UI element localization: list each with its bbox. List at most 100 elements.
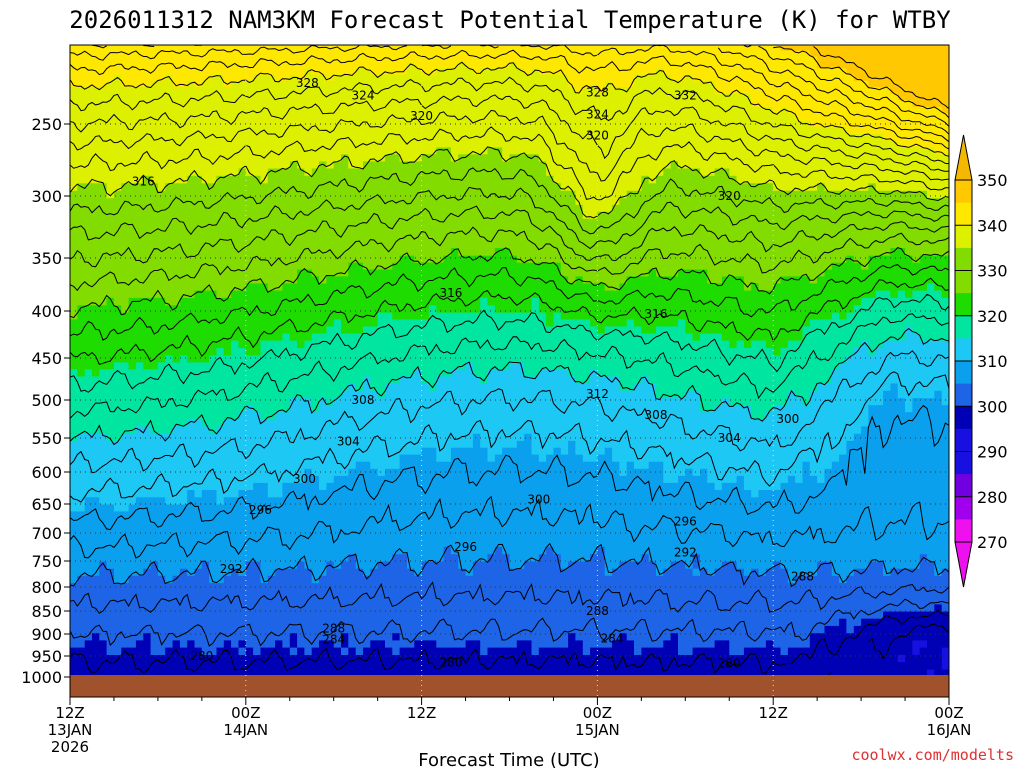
heatmap-cell <box>165 419 174 427</box>
heatmap-cell <box>414 100 423 108</box>
heatmap-cell <box>114 106 122 115</box>
heatmap-cell <box>304 532 313 541</box>
heatmap-cell <box>143 390 152 399</box>
heatmap-cell <box>282 640 291 649</box>
heatmap-cell <box>92 347 100 356</box>
heatmap-cell <box>150 276 159 284</box>
heatmap-cell <box>465 283 474 292</box>
heatmap-cell <box>179 225 188 234</box>
heatmap-cell <box>223 183 232 192</box>
heatmap-cell <box>223 398 232 406</box>
heatmap-cell <box>472 190 481 199</box>
heatmap-cell <box>99 597 108 605</box>
heatmap-cell <box>77 347 86 356</box>
heatmap-cell <box>84 525 93 534</box>
heatmap-cell <box>77 398 86 406</box>
heatmap-cell <box>135 419 144 427</box>
heatmap-cell <box>297 211 305 220</box>
heatmap-cell <box>157 248 166 257</box>
heatmap-cell <box>326 312 335 320</box>
heatmap-cell <box>216 546 225 555</box>
heatmap-cell <box>370 468 379 477</box>
heatmap-cell <box>231 198 239 206</box>
heatmap-cell <box>326 640 335 649</box>
heatmap-cell <box>348 647 357 656</box>
heatmap-cell <box>450 468 459 477</box>
heatmap-cell <box>370 62 379 69</box>
heatmap-cell <box>355 525 364 534</box>
heatmap-cell <box>363 390 371 399</box>
heatmap-cell <box>179 376 188 385</box>
heatmap-cell <box>311 204 320 213</box>
heatmap-cell <box>165 190 174 199</box>
heatmap-cell <box>333 383 342 392</box>
heatmap-cell <box>414 611 423 620</box>
heatmap-cell <box>428 390 437 399</box>
heatmap-cell <box>348 497 357 506</box>
heatmap-cell <box>121 225 130 234</box>
heatmap-cell <box>282 68 291 76</box>
heatmap-cell <box>407 461 415 470</box>
heatmap-cell <box>333 575 342 584</box>
heatmap-cell <box>231 276 239 284</box>
heatmap-cell <box>326 100 335 108</box>
heatmap-cell <box>377 211 386 220</box>
heatmap-cell <box>399 482 408 491</box>
heatmap-cell <box>407 68 415 76</box>
heatmap-cell <box>238 390 247 399</box>
heatmap-cell <box>128 93 137 101</box>
heatmap-cell <box>414 106 423 115</box>
heatmap-cell <box>179 546 188 555</box>
heatmap-cell <box>143 198 152 206</box>
heatmap-cell <box>392 283 401 292</box>
heatmap-cell <box>128 532 137 541</box>
heatmap-cell <box>319 68 327 76</box>
heatmap-cell <box>450 362 459 370</box>
heatmap-cell <box>194 225 203 234</box>
heatmap-cell <box>428 597 437 605</box>
heatmap-cell <box>355 283 364 292</box>
heatmap-cell <box>201 175 210 184</box>
heatmap-cell <box>414 80 423 88</box>
heatmap-cell <box>70 204 78 213</box>
heatmap-cell <box>150 618 159 627</box>
heatmap-cell <box>450 554 459 563</box>
heatmap-cell <box>84 583 93 591</box>
heatmap-cell <box>187 283 196 292</box>
heatmap-cell <box>245 655 254 663</box>
heatmap-cell <box>128 140 137 148</box>
heatmap-cell <box>377 604 386 613</box>
heatmap-cell <box>370 633 379 641</box>
heatmap-cell <box>326 233 335 242</box>
heatmap-cell <box>77 383 86 392</box>
heatmap-cell <box>201 204 210 213</box>
heatmap-cell <box>436 633 445 641</box>
heatmap-cell <box>275 147 283 155</box>
heatmap-cell <box>238 376 247 385</box>
heatmap-cell <box>99 454 108 463</box>
heatmap-cell <box>121 133 130 142</box>
heatmap-cell <box>150 127 159 135</box>
heatmap-cell <box>289 383 298 392</box>
heatmap-cell <box>385 56 393 63</box>
heatmap-cell <box>407 168 415 177</box>
heatmap-cell <box>92 461 100 470</box>
heatmap-cell <box>392 426 401 435</box>
heatmap-cell <box>385 568 393 577</box>
heatmap-cell <box>377 93 386 101</box>
heatmap-cell <box>77 554 86 563</box>
heatmap-cell <box>348 248 357 257</box>
heatmap-cell <box>128 376 137 385</box>
heatmap-cell <box>172 312 181 320</box>
heatmap-cell <box>143 568 152 577</box>
heatmap-cell <box>187 405 196 413</box>
heatmap-cell <box>377 662 386 671</box>
heatmap-cell <box>150 198 159 206</box>
heatmap-cell <box>70 225 78 234</box>
heatmap-cell <box>289 312 298 320</box>
heatmap-cell <box>392 45 401 52</box>
heatmap-cell <box>70 93 78 101</box>
heatmap-cell <box>209 93 218 101</box>
heatmap-cell <box>436 233 445 242</box>
heatmap-cell <box>121 482 130 491</box>
